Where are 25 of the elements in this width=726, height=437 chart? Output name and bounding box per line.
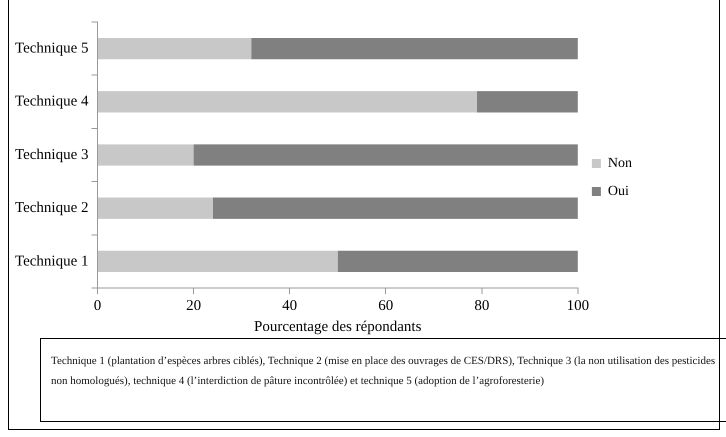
text: Technique 1 (plantation d’espèces arbres ciblés), Technique 2 (mise en place des ouvrages de CES/DRS), Technique 3 (la non utilisation des pesticides non homologués), technique 4 (l’interdiction de pâture incontrôlée) et technique 5 (adoption de l’agroforesterie) bbox=[51, 354, 716, 389]
bar bbox=[98, 38, 252, 60]
bar bbox=[251, 38, 578, 60]
bar bbox=[98, 91, 478, 112]
x-axis-title: Pourcentage des répondants bbox=[254, 318, 422, 335]
y-tick-label: Technique 1 bbox=[14, 253, 89, 270]
bar bbox=[98, 144, 194, 166]
x-tick-label: 40 bbox=[282, 298, 298, 314]
legend-label: Non bbox=[608, 156, 632, 172]
x-tick-label: 0 bbox=[94, 298, 102, 314]
x-tick-label: 20 bbox=[186, 298, 202, 314]
bar bbox=[98, 198, 213, 219]
x-tick-label: 60 bbox=[378, 298, 394, 314]
y-tick-label: Technique 5 bbox=[14, 40, 89, 57]
bar bbox=[338, 250, 578, 272]
x-tick-label: 100 bbox=[566, 298, 590, 314]
bar bbox=[98, 250, 338, 272]
bar bbox=[212, 198, 578, 219]
x-tick-label: 80 bbox=[474, 298, 490, 314]
y-tick-label: Technique 4 bbox=[14, 94, 89, 110]
bar bbox=[194, 144, 578, 166]
bar bbox=[477, 91, 578, 112]
y-tick-label: Technique 2 bbox=[14, 200, 89, 216]
y-tick-label: Technique 3 bbox=[14, 146, 89, 163]
legend-label: Oui bbox=[608, 184, 629, 200]
